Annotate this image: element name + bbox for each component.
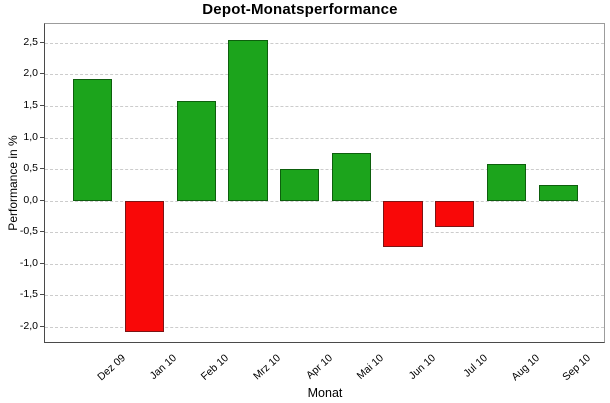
y-tick-label: 2,5	[23, 35, 38, 48]
bar-dez-09	[73, 78, 113, 201]
gridline	[45, 200, 604, 202]
bar-feb-10	[176, 101, 216, 201]
plot-area	[44, 23, 605, 343]
x-tick-label: Aug 10	[508, 352, 542, 384]
gridline	[45, 263, 604, 265]
bar-jul-10	[435, 200, 475, 228]
gridline	[45, 326, 604, 328]
y-tick-mark	[40, 199, 44, 201]
bar-aug-10	[486, 164, 527, 201]
y-tick-label: 0,5	[23, 162, 38, 175]
gridline	[45, 295, 604, 297]
bar-jun-10	[383, 200, 423, 247]
gridline	[45, 106, 604, 108]
x-tick-label: Dez 09	[94, 352, 128, 384]
y-tick-label: -2,0	[19, 319, 38, 332]
bar-jan-10	[124, 200, 165, 332]
y-tick-label: 1,0	[23, 130, 38, 143]
y-axis-title: Performance in %	[6, 135, 20, 231]
x-tick-label: Feb 10	[198, 352, 232, 383]
y-tick-mark	[40, 41, 44, 43]
x-tick-label: Jan 10	[147, 352, 180, 383]
y-tick-mark	[40, 294, 44, 296]
y-tick-mark	[40, 105, 44, 107]
bar-apr-10	[279, 169, 320, 201]
gridline	[45, 42, 604, 44]
y-tick-label: -1,5	[19, 288, 38, 301]
x-tick-label: Mai 10	[354, 352, 387, 383]
gridline	[45, 232, 604, 234]
gridline	[45, 74, 604, 76]
x-axis-title: Monat	[307, 386, 343, 400]
bar-mai-10	[331, 152, 371, 201]
y-tick-mark	[40, 325, 44, 327]
x-tick-label: Jul 10	[460, 352, 490, 380]
x-tick-label: Sep 10	[560, 352, 594, 384]
y-tick-label: 0,0	[23, 193, 38, 206]
bar-mrz-10	[228, 39, 268, 201]
gridline	[45, 137, 604, 139]
x-tick-label: Mrz 10	[251, 352, 283, 383]
y-tick-mark	[40, 168, 44, 170]
chart-title: Depot-Monatsperformance	[202, 1, 398, 18]
x-tick-label: Jun 10	[406, 352, 439, 383]
y-tick-label: 2,0	[23, 67, 38, 80]
y-tick-mark	[40, 231, 44, 233]
y-tick-mark	[40, 73, 44, 75]
bar-sep-10	[538, 184, 578, 201]
gridline	[45, 169, 604, 171]
y-tick-label: -0,5	[19, 225, 38, 238]
y-tick-mark	[40, 262, 44, 264]
y-tick-label: 1,5	[23, 99, 38, 112]
y-tick-label: -1,0	[19, 256, 38, 269]
y-tick-mark	[40, 136, 44, 138]
